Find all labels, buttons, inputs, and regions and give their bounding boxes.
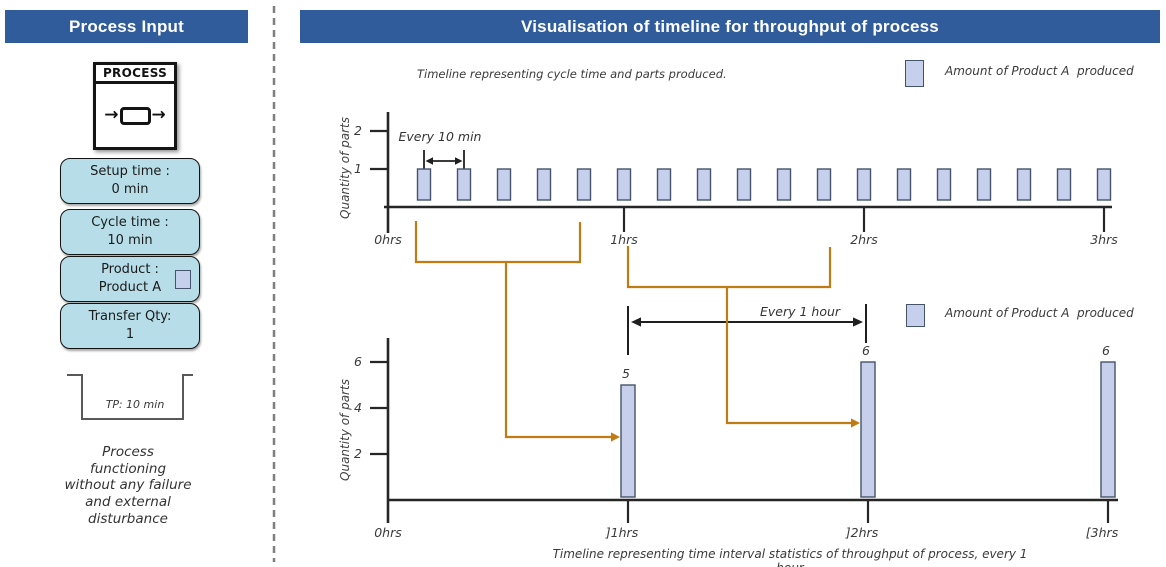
top-x-tick-label: 2hrs <box>850 232 878 247</box>
top-chart-bar <box>536 168 552 201</box>
bottom-x-tick-label: ]2hrs <box>845 525 879 540</box>
bottom-y-tick-label: 4 <box>354 400 362 415</box>
tp-duration-label: TP: 10 min <box>105 398 165 411</box>
left-panel-title: Process Input <box>68 16 185 36</box>
top-chart-bar <box>696 168 712 201</box>
product-a-icon <box>175 270 191 289</box>
left-panel-header: Process Input <box>5 10 248 43</box>
top-chart-bar <box>576 168 592 201</box>
every-1-hour-arrow <box>627 304 867 355</box>
arrow-right-icon: → <box>151 105 166 125</box>
top-chart-bar <box>496 168 512 201</box>
top-x-tick-label: 1hrs <box>610 232 638 247</box>
transfer-qty-box: Transfer Qty: 1 <box>60 303 200 349</box>
transfer-qty-value: 1 <box>125 327 135 342</box>
cycle-time-label: Cycle time : <box>91 215 169 231</box>
arrowhead-right <box>853 317 863 327</box>
top-chart-bar <box>416 168 432 201</box>
caption-line: without any failure <box>64 477 192 494</box>
caption-line: functioning <box>89 460 167 477</box>
caption-line: and external <box>85 494 171 511</box>
bar-value-label: 5 <box>622 366 630 381</box>
orange-arrowhead-2 <box>851 418 860 428</box>
top-chart-bar <box>976 168 992 201</box>
caption-line: Process <box>102 444 154 460</box>
bottom-x-tick-label: ]1hrs <box>605 525 639 540</box>
arrowhead-right <box>455 157 463 165</box>
part-slot-icon <box>119 106 151 125</box>
top-x-tick-label: 3hrs <box>1090 232 1118 247</box>
bottom-chart-bar <box>620 384 636 498</box>
setup-time-label: Setup time : <box>90 164 170 180</box>
process-icon: PROCESS → → <box>93 62 177 150</box>
bar-value-label: 6 <box>1102 343 1110 358</box>
cycle-time-box: Cycle time : 10 min <box>60 209 200 255</box>
top-chart-generated: 0hrs 1hrs 2hrs 3hrs 1 2 <box>354 123 1118 247</box>
every-1-hour-label: Every 1 hour <box>759 304 841 319</box>
cycle-time-value: 10 min <box>107 233 153 248</box>
right-panel-title: Visualisation of timeline for throughput… <box>521 16 939 36</box>
bottom-chart-bar <box>1100 361 1116 498</box>
product-box: Product : Product A <box>60 256 200 302</box>
top-chart-subtitle: Timeline representing cycle time and par… <box>417 67 727 81</box>
bottom-chart-generated: 0hrs 5 ]1hrs 6 ]2hrs 6 [3hrs 2 4 6 <box>354 343 1119 540</box>
top-chart-bar <box>856 168 872 201</box>
top-chart-bar <box>776 168 792 201</box>
legend-label: Amount of Product A produced <box>945 64 1134 78</box>
bottom-y-tick-label: 2 <box>354 446 362 461</box>
bottom-chart-bar <box>860 361 876 498</box>
legend-swatch <box>906 304 925 327</box>
left-panel-caption: Process functioning without any failure … <box>28 444 228 528</box>
top-chart-bar <box>736 168 752 201</box>
arrowhead-left <box>425 157 433 165</box>
interval-bracket-2 <box>626 246 851 425</box>
right-panel-header: Visualisation of timeline for throughput… <box>300 10 1160 43</box>
bar-value-label: 6 <box>862 343 870 358</box>
legend-swatch <box>905 60 924 87</box>
top-y-tick-label: 1 <box>354 161 362 176</box>
legend-label: Amount of Product A produced <box>945 306 1134 320</box>
bottom-y-axis-label: Quantity of parts <box>338 379 352 481</box>
top-chart-bar <box>896 168 912 201</box>
top-chart-bar <box>656 168 672 201</box>
product-label: Product : <box>101 262 159 278</box>
top-y-tick-label: 2 <box>354 123 362 138</box>
bottom-chart-caption: Timeline representing time interval stat… <box>552 547 1028 567</box>
top-chart-bar <box>936 168 952 201</box>
process-icon-label: PROCESS <box>96 65 174 84</box>
setup-time-value: 0 min <box>111 182 149 197</box>
tp-waveform <box>67 374 193 420</box>
top-chart-bar <box>816 168 832 201</box>
every-10-min-label: Every 10 min <box>398 129 482 144</box>
top-chart-bar <box>1056 168 1072 201</box>
interval-bracket-1 <box>414 221 611 439</box>
process-icon-symbol: → → <box>96 84 174 147</box>
top-chart-bar <box>1016 168 1032 201</box>
top-x-tick-label: 0hrs <box>374 232 402 247</box>
bottom-y-tick-label: 6 <box>354 354 362 369</box>
top-chart-bar <box>616 168 632 201</box>
arrowhead-left <box>631 317 641 327</box>
arrow-right-icon: → <box>104 105 119 125</box>
top-chart-bar <box>1096 168 1112 201</box>
setup-time-box: Setup time : 0 min <box>60 158 200 204</box>
transfer-qty-label: Transfer Qty: <box>88 309 172 325</box>
orange-arrowhead-1 <box>611 432 620 442</box>
product-value: Product A <box>98 280 162 295</box>
bottom-x-origin-label: 0hrs <box>374 525 402 540</box>
top-y-axis-label: Quantity of parts <box>338 117 352 219</box>
bottom-x-tick-label: [3hrs <box>1086 525 1119 540</box>
top-chart-bar <box>456 168 472 201</box>
caption-line: disturbance <box>88 510 168 527</box>
